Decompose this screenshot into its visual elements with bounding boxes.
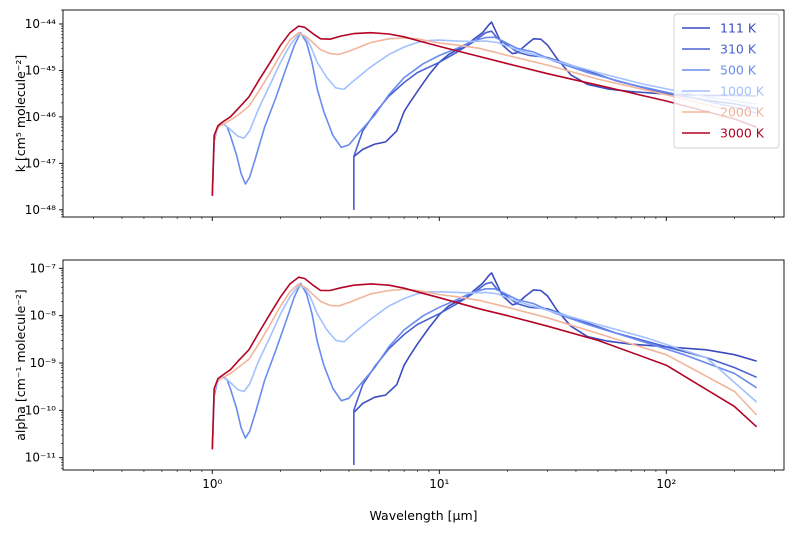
y-tick-label: 10⁻⁸ [30, 309, 57, 323]
legend-box [673, 13, 780, 149]
series-line-3000-k [211, 276, 758, 450]
y-tick-label: 10⁻¹⁰ [25, 403, 56, 417]
y-tick-label: 10⁻⁴⁸ [25, 203, 56, 217]
series-line-3000-k [211, 25, 757, 196]
series-line-111-k [353, 272, 757, 465]
series-line-2000-k [211, 31, 757, 196]
series-line-2000-k [211, 283, 758, 450]
x-axis-label: Wavelength [μm] [369, 508, 477, 523]
axes-frame [62, 9, 785, 218]
y-axis-label: alpha [cm⁻¹ molecule⁻²] [13, 289, 28, 441]
y-tick-label: 10⁻⁹ [30, 356, 57, 370]
legend-label: 111 K [720, 21, 757, 36]
series-line-500-k [211, 31, 757, 196]
legend-label: 500 K [720, 63, 757, 78]
y-tick-label: 10⁻¹¹ [25, 451, 56, 465]
series-line-1000-k [211, 284, 758, 450]
x-tick-label: 10² [656, 477, 676, 491]
legend-label: 2000 K [720, 105, 765, 120]
y-tick-label: 10⁻⁴⁴ [25, 17, 56, 31]
y-tick-label: 10⁻⁴⁵ [25, 63, 56, 77]
y-tick-label: 10⁻⁴⁶ [25, 110, 56, 124]
y-tick-label: 10⁻⁷ [30, 261, 57, 275]
series-group [211, 21, 757, 210]
x-tick-label: 10¹ [429, 477, 449, 491]
legend-label: 3000 K [720, 126, 765, 141]
y-tick-label: 10⁻⁴⁷ [25, 156, 56, 170]
series-line-500-k [211, 282, 758, 450]
series-line-111-k [353, 21, 757, 210]
series-line-1000-k [211, 33, 757, 196]
legend-label: 310 K [720, 42, 757, 57]
panel-1: 10⁻⁴⁸ 10⁻⁴⁷ 10⁻⁴⁶ 10⁻⁴⁵ 10⁻⁴⁴ k [cm⁵ molecule… [13, 9, 785, 221]
series-group [211, 272, 758, 465]
y-axis-label: k [cm⁵ molecule⁻²] [13, 55, 28, 173]
series-line-310-k [353, 281, 757, 465]
panel-2: 10⁻¹¹ 10⁻¹⁰ 10⁻⁹ 10⁻⁸ 10⁻⁷ 10⁰ 10¹ 10² alpha [cm… [13, 259, 785, 523]
legend: 111 K 310 K 500 K 1000 K 2000 K 3000 K [673, 13, 780, 149]
x-tick-label: 10⁰ [202, 477, 222, 491]
legend-label: 1000 K [720, 84, 765, 99]
